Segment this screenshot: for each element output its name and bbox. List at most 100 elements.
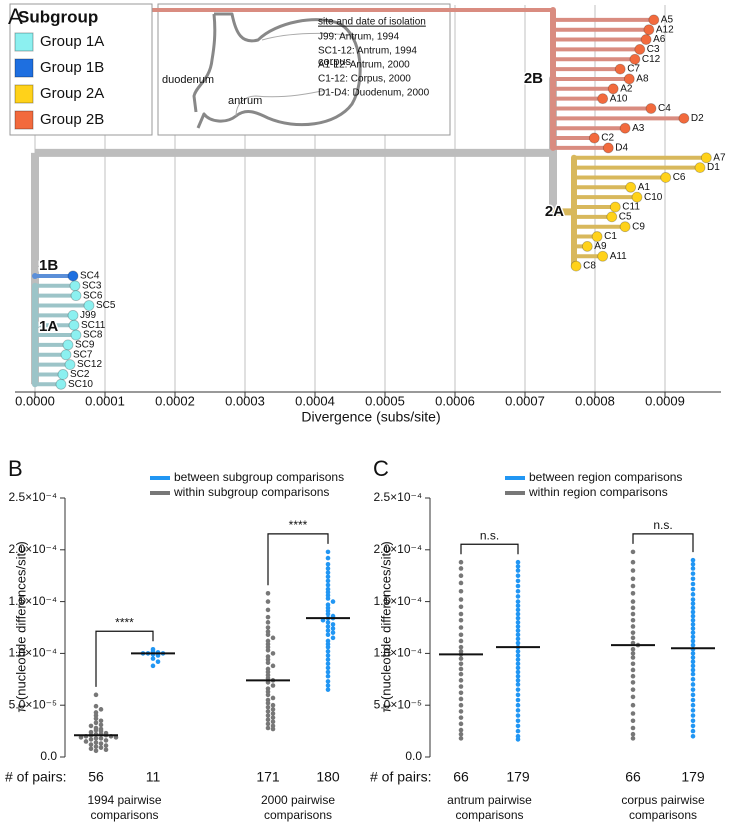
y-axis-label: π (nucleotide differences/site) [378,541,393,712]
tip [625,181,637,193]
dot [515,624,521,629]
tip [614,63,626,75]
x-axis-label: Divergence (subs/site) [301,409,440,425]
dot [458,671,464,677]
y-tick-label: 0.0 [40,749,57,763]
dot [325,628,331,633]
y-tick-label: 2.5×10⁻⁴ [373,490,422,504]
tip-label: C1 [604,231,617,242]
x-tick-label: 0.0008 [575,393,615,408]
dot [330,630,336,635]
dot [458,566,464,571]
tip-label: SC5 [96,300,116,311]
stomach-regions [235,32,353,117]
dot [630,651,636,656]
x-tick-label: 0.0003 [225,393,265,408]
tip-label: C4 [658,103,671,114]
dot [325,582,331,588]
tip-label: C9 [632,221,645,232]
tip [648,14,660,26]
dot [515,665,521,671]
pair-count: 179 [506,769,530,785]
panel-label: A [8,4,23,29]
y-tick-label: 2.0×10⁻⁴ [373,542,422,556]
dot [690,634,696,640]
dot [515,673,521,679]
dot [325,624,331,629]
dot [630,702,636,708]
dot [515,640,521,646]
dot [630,549,636,555]
dot [150,663,156,669]
tip [629,53,641,65]
dot [630,599,636,604]
inset-title: site and date of isolation [318,17,426,28]
dot [458,715,464,720]
pair-count: 171 [256,769,280,785]
dot [690,677,696,682]
dot [458,588,464,594]
dot [690,713,696,718]
inset-line: SC1-12: Antrum, 1994 [318,46,417,57]
tip [588,132,600,144]
dot [690,571,696,576]
dot [93,720,99,726]
dot [103,738,109,743]
x-tick-label: 0.0007 [505,393,545,408]
dot [515,723,521,729]
dot [515,708,521,713]
clade-label: 2A [545,203,564,220]
inset-line: J99: Antrum, 1994 [318,32,400,43]
dot [515,573,521,578]
pair-count: 180 [316,769,340,785]
dot [690,613,696,619]
tip [678,112,690,124]
y-tick-label: 1.5×10⁻⁴ [8,594,57,608]
dot [690,697,696,703]
dot [88,746,94,752]
dot [325,669,331,675]
dot [515,568,521,573]
dot [458,573,464,578]
legend-label: Group 2A [40,85,104,102]
dot [265,620,271,625]
legend-label: between subgroup comparisons [174,470,344,484]
dot [265,700,271,706]
dot [630,630,636,635]
dot [98,707,104,712]
dot [93,716,99,721]
dot [265,725,271,731]
legend-label: within region comparisons [528,485,668,499]
tip [570,260,582,272]
pair-count: 66 [453,769,469,785]
comparison-label: comparisons [90,808,158,822]
dot [515,628,521,633]
dot [630,725,636,731]
tip [607,83,619,95]
dot [515,620,521,625]
dot [515,607,521,613]
dot [270,726,276,732]
legend-label: Group 1B [40,59,104,76]
dot [690,601,696,606]
pair-count: 66 [625,769,641,785]
dot [458,721,464,727]
dot [325,620,331,625]
tip-label: C11 [622,202,640,213]
comparison-label: comparisons [264,808,332,822]
tip-label: A11 [610,251,627,262]
dot [690,671,696,677]
tip-label: C6 [673,172,686,183]
tip [602,142,614,154]
dot [515,697,521,703]
tip-label: C7 [627,64,640,75]
y-tick-label: 2.0×10⁻⁴ [8,542,57,556]
y-axis-label: π (nucleotide differences/site) [13,541,28,712]
tip [597,93,609,105]
dot [103,743,109,748]
tip [619,122,631,134]
dot [515,603,521,609]
tip [83,300,95,311]
significance-bracket [460,543,519,555]
dot [630,559,636,565]
